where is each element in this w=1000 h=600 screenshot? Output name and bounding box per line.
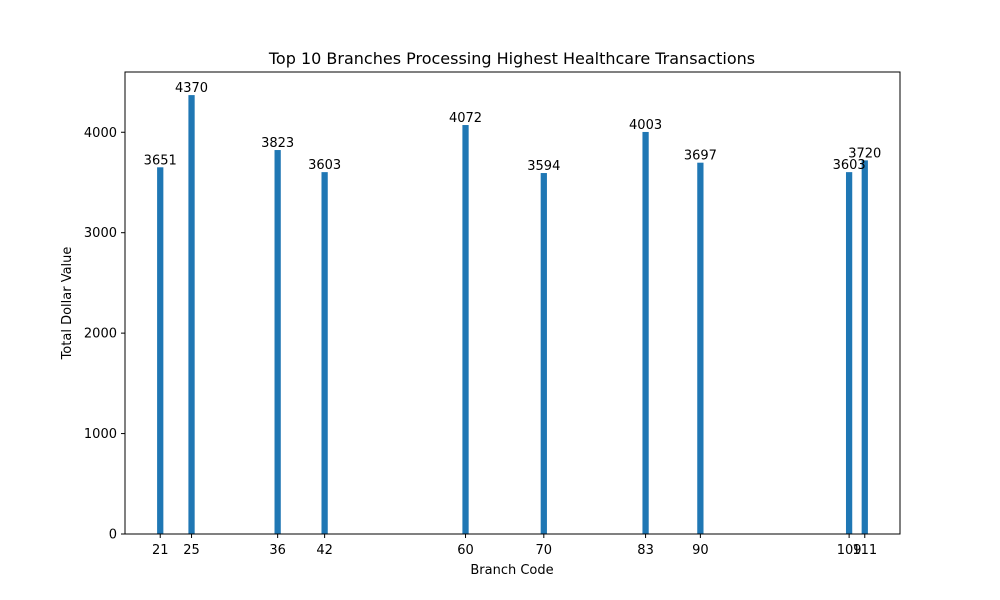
chart-title: Top 10 Branches Processing Highest Healt…	[268, 49, 755, 68]
bar-value-label: 3603	[308, 158, 341, 173]
bar-value-label: 3720	[848, 146, 881, 161]
x-tick-label: 25	[183, 543, 200, 558]
x-tick-label: 36	[269, 543, 286, 558]
y-tick-label: 0	[109, 528, 117, 543]
y-tick-label: 4000	[84, 126, 117, 141]
bar-value-label: 3594	[527, 159, 560, 174]
bar-value-label: 3823	[261, 136, 294, 151]
x-tick-label: 109	[837, 543, 862, 558]
x-tick-label: 70	[536, 543, 553, 558]
bar-value-label: 3651	[144, 153, 177, 168]
bar	[274, 150, 281, 535]
bar-value-label: 4370	[175, 81, 208, 96]
x-tick-label: 83	[637, 543, 654, 558]
y-tick-label: 1000	[84, 427, 117, 442]
x-tick-label: 60	[457, 543, 474, 558]
x-axis-label: Branch Code	[470, 563, 553, 578]
bar	[697, 162, 704, 534]
bar	[540, 173, 547, 535]
bars-group	[157, 95, 868, 535]
y-tick-label: 3000	[84, 226, 117, 241]
y-axis-label: Total Dollar Value	[60, 247, 75, 361]
x-tick-label: 111	[852, 543, 877, 558]
bar-value-label: 4072	[449, 111, 482, 126]
plot-frame	[124, 71, 901, 535]
bar-value-label: 3603	[833, 158, 866, 173]
bar	[642, 131, 649, 534]
bar	[321, 172, 328, 534]
x-tick-label: 90	[692, 543, 709, 558]
bar-value-label: 3697	[684, 149, 717, 164]
bar	[845, 172, 853, 534]
x-tick-label: 42	[316, 543, 333, 558]
y-axis: 0 1000 2000 3000 4000	[84, 126, 125, 543]
x-tick-label: 21	[152, 543, 169, 558]
bar	[157, 167, 164, 534]
bar	[462, 125, 469, 534]
bar	[861, 160, 868, 534]
bar	[188, 95, 195, 534]
bar-value-label: 4003	[629, 118, 662, 133]
y-tick-label: 2000	[84, 327, 117, 342]
